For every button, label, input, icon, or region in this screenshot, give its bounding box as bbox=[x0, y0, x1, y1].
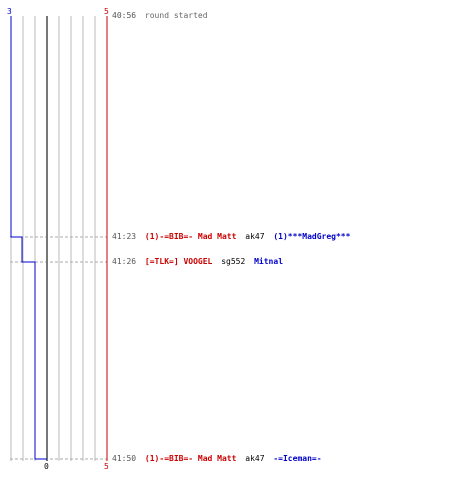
event-victim: (1)***MadGreg*** bbox=[273, 232, 351, 241]
event-weapon: ak47 bbox=[245, 232, 265, 241]
event-time: 41:50 bbox=[112, 454, 137, 463]
event-killer: (1)-=BIB=- Mad Matt bbox=[144, 454, 237, 463]
score-step-line bbox=[10, 16, 47, 460]
event-weapon: sg552 bbox=[221, 257, 246, 266]
event-row-kill: 41:50 (1)-=BIB=- Mad Matt ak47 -=Iceman=… bbox=[112, 454, 322, 464]
right-axis-bottom-label: 5 bbox=[104, 462, 109, 471]
left-axis-top-label: 3 bbox=[7, 7, 12, 16]
event-time: 41:26 bbox=[112, 257, 137, 266]
bottom-center-label: 0 bbox=[44, 462, 49, 471]
event-killer: [=TLK=] VOOGEL bbox=[144, 257, 213, 266]
event-victim: -=Iceman=- bbox=[273, 454, 322, 463]
timeline-grid bbox=[10, 16, 96, 461]
event-row-kill: 41:23 (1)-=BIB=- Mad Matt ak47 (1)***Mad… bbox=[112, 232, 350, 242]
event-row-kill: 41:26 [=TLK=] VOOGEL sg552 Mitnal bbox=[112, 257, 283, 267]
event-victim: Mitnal bbox=[254, 257, 284, 266]
right-axis-top-label: 5 bbox=[104, 7, 109, 16]
event-time: 40:56 bbox=[112, 11, 137, 20]
event-row-round-start: 40:56 round started bbox=[112, 11, 208, 21]
event-time: 41:23 bbox=[112, 232, 137, 241]
event-message: round started bbox=[144, 11, 208, 20]
event-killer: (1)-=BIB=- Mad Matt bbox=[144, 232, 237, 241]
event-weapon: ak47 bbox=[245, 454, 265, 463]
